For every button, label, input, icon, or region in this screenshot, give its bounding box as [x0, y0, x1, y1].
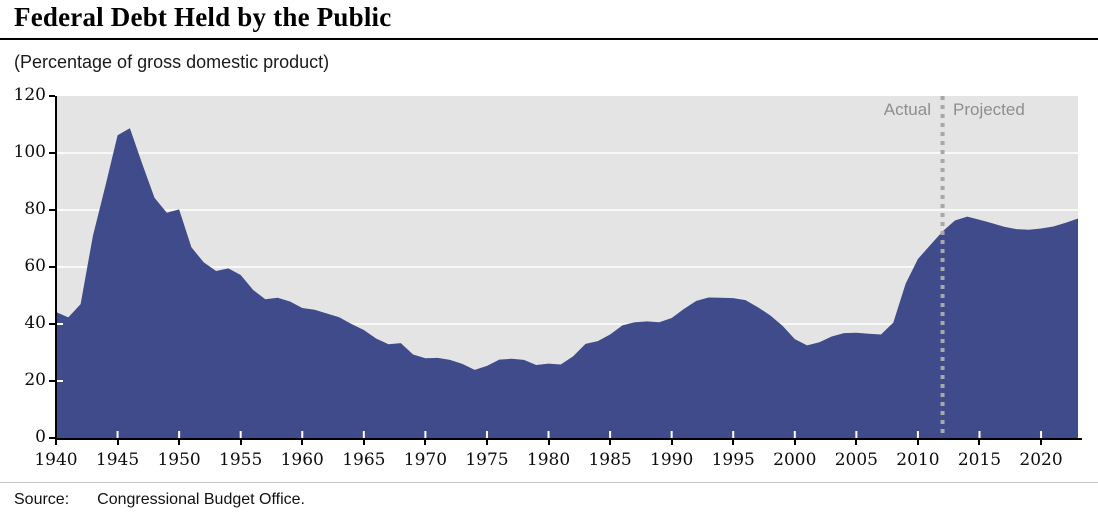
x-tick-1975	[485, 440, 488, 445]
x-tick-1970	[424, 440, 427, 445]
x-tick-label-2015: 2015	[957, 450, 1002, 470]
x-tick-1980	[547, 440, 550, 445]
x-tick-2000	[793, 440, 796, 445]
x-tick-1940	[55, 440, 57, 445]
x-tick-label-1980: 1980	[526, 450, 571, 470]
y-tick-label-60: 60	[24, 256, 46, 276]
y-tick-label-100: 100	[13, 142, 46, 162]
y-tick-label-40: 40	[24, 313, 46, 333]
y-tick-0	[49, 437, 55, 439]
x-tick-label-1960: 1960	[280, 450, 324, 470]
x-tick-label-2000: 2000	[773, 450, 817, 470]
y-tick-label-80: 80	[24, 199, 46, 219]
x-tick-1950	[178, 440, 181, 445]
x-tick-label-1965: 1965	[342, 450, 386, 470]
x-axis-line	[55, 438, 1082, 440]
x-tick-1995	[732, 440, 735, 445]
debt-area-chart	[56, 96, 1078, 438]
actual-label: Actual	[883, 100, 931, 119]
x-tick-label-2020: 2020	[1019, 450, 1063, 470]
y-axis-line	[55, 96, 57, 439]
x-tick-label-2005: 2005	[834, 450, 878, 470]
source-label: Source:	[14, 491, 70, 508]
x-tick-1945	[116, 440, 119, 445]
y-tick-60	[49, 266, 55, 268]
x-tick-1960	[301, 440, 304, 445]
source-rule	[0, 482, 1098, 483]
y-tick-40	[49, 323, 55, 325]
chart-subtitle: (Percentage of gross domestic product)	[14, 52, 330, 72]
debt-area-series	[56, 128, 1078, 438]
source-text: Congressional Budget Office.	[97, 491, 305, 508]
x-tick-label-1975: 1975	[465, 450, 509, 470]
title-rule	[0, 38, 1098, 40]
x-tick-1955	[239, 440, 242, 445]
y-tick-80	[49, 209, 55, 211]
page-title: Federal Debt Held by the Public	[14, 2, 392, 32]
x-tick-label-1985: 1985	[588, 450, 632, 470]
y-tick-120	[49, 95, 55, 97]
x-tick-2015	[978, 440, 981, 445]
x-tick-1965	[362, 440, 365, 445]
x-tick-1985	[609, 440, 612, 445]
y-tick-20	[49, 380, 55, 382]
x-tick-2020	[1040, 440, 1043, 445]
x-tick-label-1950: 1950	[157, 450, 201, 470]
x-tick-label-1995: 1995	[711, 450, 755, 470]
x-tick-label-1940: 1940	[34, 450, 78, 470]
x-tick-label-1945: 1945	[95, 450, 140, 470]
x-tick-1990	[670, 440, 673, 445]
y-tick-label-120: 120	[13, 85, 46, 105]
x-tick-label-1955: 1955	[219, 450, 263, 470]
projected-label: Projected	[953, 100, 1025, 119]
x-tick-label-2010: 2010	[896, 450, 940, 470]
x-tick-label-1970: 1970	[403, 450, 448, 470]
x-tick-2010	[916, 440, 919, 445]
x-tick-label-1990: 1990	[650, 450, 694, 470]
y-tick-100	[49, 152, 55, 154]
x-tick-2005	[855, 440, 858, 445]
y-tick-label-0: 0	[35, 427, 46, 447]
source-line: Source: Congressional Budget Office.	[14, 491, 305, 509]
y-tick-label-20: 20	[24, 370, 46, 390]
